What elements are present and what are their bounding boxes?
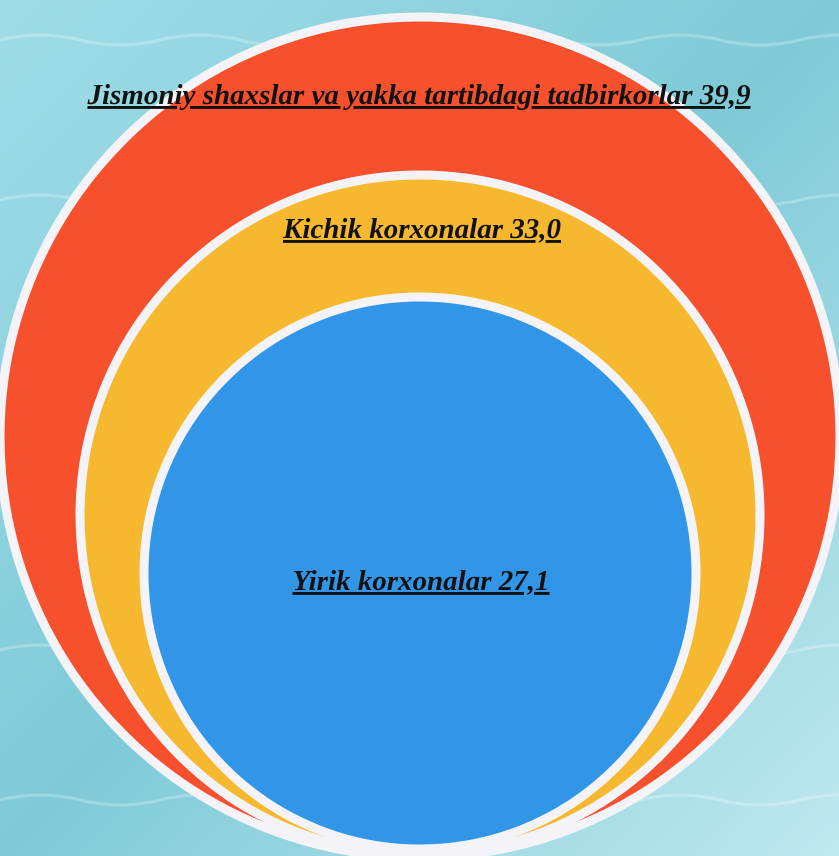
outer-label: Jismoniy shaxslar va yakka tartibdagi ta… bbox=[86, 79, 750, 111]
inner-circle bbox=[139, 292, 701, 854]
inner-label: Yirik korxonalar 27,1 bbox=[292, 565, 549, 597]
middle-label: Kichik korxonalar 33,0 bbox=[282, 213, 561, 245]
